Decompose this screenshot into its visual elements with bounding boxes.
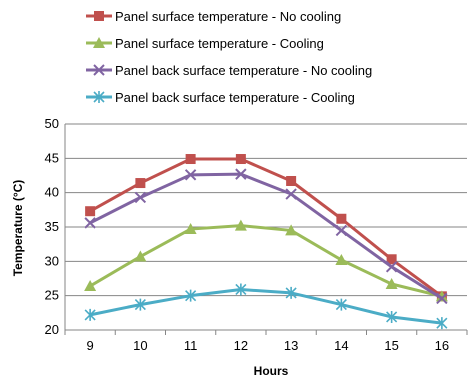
x-tick-label: 12 [234, 338, 248, 353]
series-line [89, 224, 443, 298]
data-point [386, 310, 398, 323]
data-point [85, 206, 96, 217]
series-line [89, 287, 443, 325]
data-point [385, 261, 398, 273]
x-tick-label: 9 [87, 338, 94, 353]
data-point [234, 219, 247, 231]
series-line [89, 157, 443, 298]
x-tick-label: 15 [384, 338, 398, 353]
data-point [335, 253, 348, 265]
y-tick-label: 25 [45, 288, 59, 303]
axes [64, 124, 468, 335]
y-tick-label: 45 [45, 150, 59, 165]
y-tick-label: 35 [45, 219, 59, 234]
data-point [185, 154, 196, 165]
data-point [84, 217, 96, 229]
data-point [235, 154, 246, 165]
data-point [134, 298, 146, 311]
y-axis-title: Temperature (°C) [11, 180, 25, 277]
series-3 [84, 168, 448, 305]
legend-item: Panel surface temperature - No cooling [86, 9, 341, 24]
legend-label: Panel surface temperature - Cooling [115, 36, 324, 51]
data-point [135, 178, 146, 189]
legend-label: Panel surface temperature - No cooling [115, 9, 341, 24]
legend-marker [93, 91, 105, 103]
data-point [436, 317, 448, 330]
legend-item: Panel back surface temperature - No cool… [86, 63, 372, 78]
data-point [84, 308, 96, 321]
x-axis-title: Hours [254, 364, 289, 378]
legend-marker [93, 37, 105, 48]
tick-labels: 20 25 30 35 40 45 50 9 10 11 12 13 14 15 16 [45, 116, 450, 353]
series-4 [84, 283, 448, 330]
legend-marker [93, 64, 105, 76]
data-point [436, 292, 448, 305]
x-tick-label: 13 [284, 338, 298, 353]
x-tick-label: 11 [184, 338, 198, 353]
data-point [335, 298, 347, 311]
y-tick-label: 50 [45, 116, 59, 131]
data-point [386, 254, 397, 265]
data-point [134, 250, 147, 262]
legend-item: Panel surface temperature - Cooling [86, 36, 324, 51]
data-point [84, 280, 97, 292]
legend-label: Panel back surface temperature - No cool… [115, 63, 372, 78]
data-point [185, 289, 197, 302]
x-tick-label: 16 [435, 338, 449, 353]
data-point [184, 169, 197, 181]
data-point [335, 224, 348, 237]
data-point [435, 290, 448, 302]
series-line [89, 172, 443, 300]
data-point [286, 175, 297, 186]
legend-marker [94, 11, 104, 21]
data-point [285, 188, 297, 200]
data-point [336, 213, 347, 224]
data-point [134, 191, 147, 204]
y-tick-label: 40 [45, 185, 59, 200]
series-layer [84, 154, 448, 330]
data-point [285, 224, 298, 236]
x-tick-label: 14 [334, 338, 348, 353]
data-point [235, 283, 247, 296]
legend-item: Panel back surface temperature - Cooling [86, 90, 355, 105]
data-point [235, 168, 247, 180]
data-point [285, 286, 297, 299]
data-point [184, 223, 197, 235]
legend-label: Panel back surface temperature - Cooling [115, 90, 355, 105]
y-tick-label: 20 [45, 322, 59, 337]
legend: Panel surface temperature - No cooling Pa… [86, 9, 372, 105]
series-2 [84, 219, 448, 302]
x-tick-label: 10 [133, 338, 147, 353]
data-point [385, 277, 398, 289]
y-tick-label: 30 [45, 253, 59, 268]
